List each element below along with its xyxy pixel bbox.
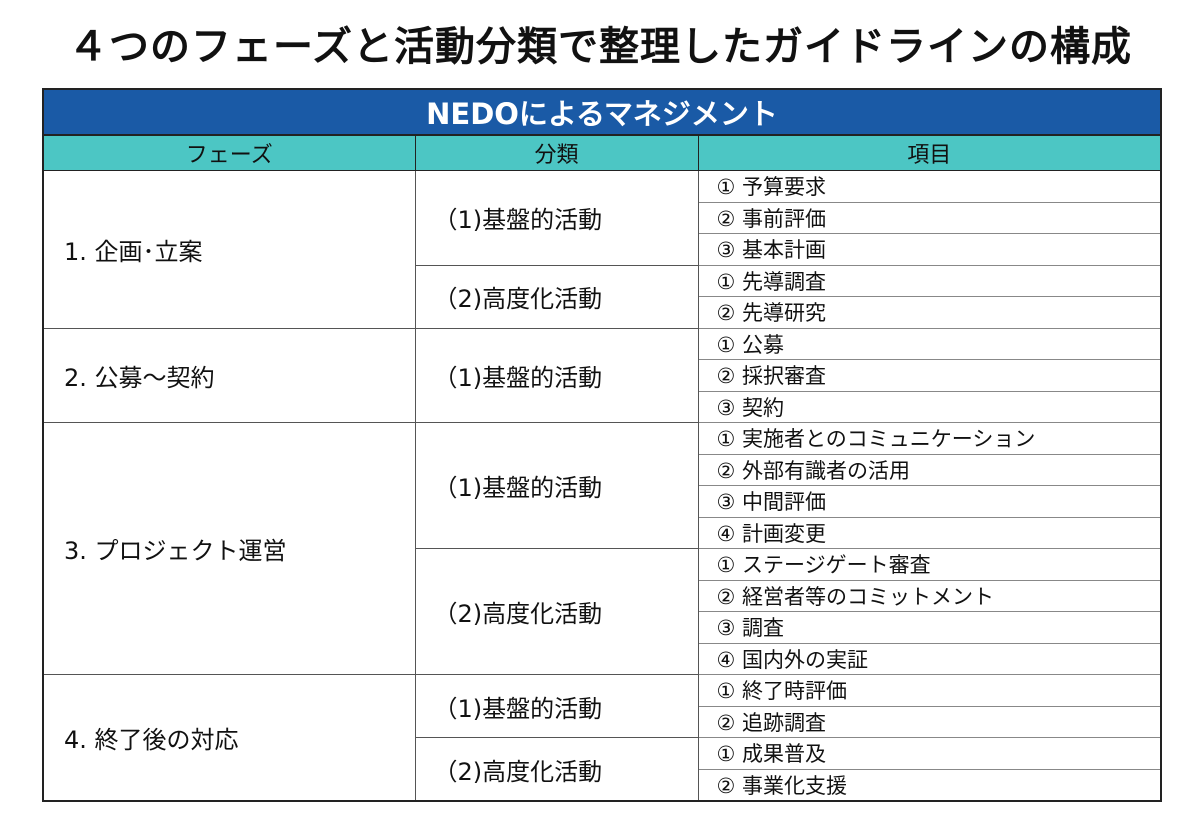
group-cell: （1)基盤的活動	[414, 422, 699, 549]
table-row: ④ 計画変更	[43, 516, 1162, 549]
item-cell: ② 追跡調査	[697, 705, 1162, 738]
table-row: （2)高度化活動 ① 成果普及	[43, 737, 1162, 802]
phase-cell: 4. 終了後の対応	[42, 674, 416, 802]
group-cell: （1)基盤的活動	[414, 170, 699, 266]
item-cell: ① 実施者とのコミュニケーション	[697, 422, 1162, 455]
table-banner: NEDOによるマネジメント	[43, 89, 1162, 136]
table-row: 1. 企画･立案 （1)基盤的活動 ① 予算要求	[42, 170, 1162, 329]
item-cell: ③ 基本計画	[697, 233, 1162, 266]
guideline-table: NEDOによるマネジメント フェーズ 分類 項目 1. 企画･立案 （1)基盤的活動 ①…	[42, 88, 1163, 802]
item-cell: ④ 国内外の実証	[697, 642, 1162, 675]
phase-cell: 3. プロジェクト運営	[42, 422, 416, 675]
table-row: ② 採択審査	[43, 359, 1162, 392]
table-row: ② 事業化支援	[43, 768, 1162, 802]
table-row: 3. プロジェクト運営 （1)基盤的活動 ① 実施者とのコミュニケーション	[42, 422, 1162, 675]
item-cell: ① 先導調査	[697, 264, 1162, 297]
table-body: 1. 企画･立案 （1)基盤的活動 ① 予算要求 ② 事前評価 ③ 基本計画 （2)高度化…	[42, 170, 1162, 802]
item-cell: ② 事業化支援	[697, 768, 1162, 802]
group-cell: （1)基盤的活動	[414, 327, 699, 423]
phase-cell: 1. 企画･立案	[42, 170, 416, 329]
column-header: フェーズ	[42, 134, 416, 171]
item-cell: ② 事前評価	[697, 201, 1162, 234]
item-cell: ① 公募	[697, 327, 1162, 360]
item-cell: ③ 契約	[697, 390, 1162, 423]
column-header: 分類	[414, 134, 699, 171]
table-row: 2. 公募～契約 （1)基盤的活動 ① 公募	[42, 327, 1162, 423]
column-header-row: フェーズ 分類 項目	[42, 134, 1162, 171]
table-row: 4. 終了後の対応 （1)基盤的活動 ① 終了時評価	[42, 674, 1162, 802]
item-cell: ④ 計画変更	[697, 516, 1162, 549]
item-cell: ① 終了時評価	[697, 674, 1162, 707]
item-cell: ① 予算要求	[697, 170, 1162, 203]
item-cell: ① 成果普及	[697, 737, 1162, 770]
item-cell: ③ 中間評価	[697, 485, 1162, 518]
column-header: 項目	[697, 134, 1162, 171]
phase-cell: 2. 公募～契約	[42, 327, 416, 423]
item-cell: ② 外部有識者の活用	[697, 453, 1162, 486]
group-cell: （2)高度化活動	[414, 548, 699, 675]
table-row: （2)高度化活動 ① ステージゲート審査	[43, 548, 1162, 675]
table-row: ② 事前評価	[43, 201, 1162, 234]
item-cell: ② 先導研究	[697, 296, 1162, 329]
item-cell: ② 経営者等のコミットメント	[697, 579, 1162, 612]
item-cell: ③ 調査	[697, 611, 1162, 644]
group-cell: （2)高度化活動	[414, 737, 699, 802]
item-cell: ② 採択審査	[697, 359, 1162, 392]
table-row: ④ 国内外の実証	[43, 642, 1162, 675]
item-cell: ① ステージゲート審査	[697, 548, 1162, 581]
group-cell: （1)基盤的活動	[414, 674, 699, 738]
page-title: ４つのフェーズと活動分類で整理したガイドラインの構成	[68, 24, 1132, 70]
group-cell: （2)高度化活動	[414, 264, 699, 329]
table-row: ③ 基本計画	[43, 233, 1162, 266]
